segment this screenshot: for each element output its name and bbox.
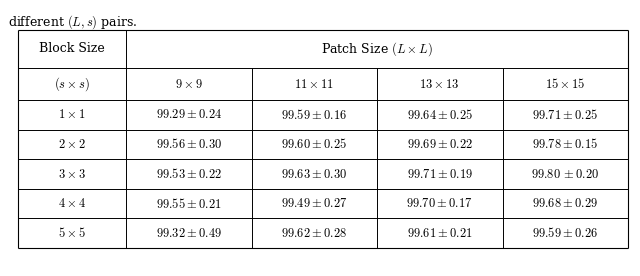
Text: $\mathbf{99.80}$$\,\pm 0.20$: $\mathbf{99.80}$$\,\pm 0.20$ (531, 168, 599, 181)
Text: $15 \times 15$: $15 \times 15$ (545, 77, 586, 91)
Text: $99.49 \pm 0.27$: $99.49 \pm 0.27$ (281, 197, 348, 210)
Text: $99.60 \pm 0.25$: $99.60 \pm 0.25$ (281, 137, 348, 152)
Text: $99.71 \pm 0.25$: $99.71 \pm 0.25$ (532, 108, 598, 122)
Text: $99.63 \pm 0.30$: $99.63 \pm 0.30$ (281, 168, 348, 181)
Text: $99.61 \pm 0.21$: $99.61 \pm 0.21$ (407, 227, 473, 240)
Text: $99.32 \pm 0.49$: $99.32 \pm 0.49$ (156, 227, 222, 240)
Text: $5 \times 5$: $5 \times 5$ (58, 226, 86, 240)
Text: $4 \times 4$: $4 \times 4$ (58, 197, 86, 210)
Text: $2 \times 2$: $2 \times 2$ (58, 138, 86, 151)
Text: $99.71 \pm 0.19$: $99.71 \pm 0.19$ (406, 168, 473, 181)
Text: $99.69 \pm 0.22$: $99.69 \pm 0.22$ (406, 138, 473, 151)
Text: $(s \times s)$: $(s \times s)$ (54, 75, 90, 93)
Text: $9 \times 9$: $9 \times 9$ (175, 78, 203, 91)
Text: $99.56 \pm 0.30$: $99.56 \pm 0.30$ (156, 137, 222, 152)
Text: $99.70 \pm 0.17$: $99.70 \pm 0.17$ (406, 197, 473, 210)
Text: Block Size: Block Size (39, 43, 105, 55)
Text: Patch Size $(L \times L)$: Patch Size $(L \times L)$ (321, 40, 433, 58)
Text: different $(L, s)$ pairs.: different $(L, s)$ pairs. (8, 13, 138, 31)
Text: $99.55 \pm 0.21$: $99.55 \pm 0.21$ (156, 197, 221, 211)
Text: $99.53 \pm 0.22$: $99.53 \pm 0.22$ (156, 167, 222, 181)
Text: $11 \times 11$: $11 \times 11$ (294, 78, 334, 91)
Text: $99.68 \pm 0.29$: $99.68 \pm 0.29$ (532, 197, 598, 210)
Text: $99.78 \pm 0.15$: $99.78 \pm 0.15$ (532, 137, 598, 152)
Text: $13 \times 13$: $13 \times 13$ (419, 78, 460, 91)
Text: $99.64 \pm 0.25$: $99.64 \pm 0.25$ (406, 108, 473, 122)
Text: $3 \times 3$: $3 \times 3$ (58, 168, 86, 181)
Text: $99.29 \pm 0.24$: $99.29 \pm 0.24$ (156, 108, 222, 121)
Text: $99.62 \pm 0.28$: $99.62 \pm 0.28$ (281, 227, 348, 240)
Text: $99.59 \pm 0.16$: $99.59 \pm 0.16$ (281, 108, 348, 122)
Text: $1 \times 1$: $1 \times 1$ (58, 108, 86, 121)
Text: $99.59 \pm 0.26$: $99.59 \pm 0.26$ (532, 226, 598, 240)
